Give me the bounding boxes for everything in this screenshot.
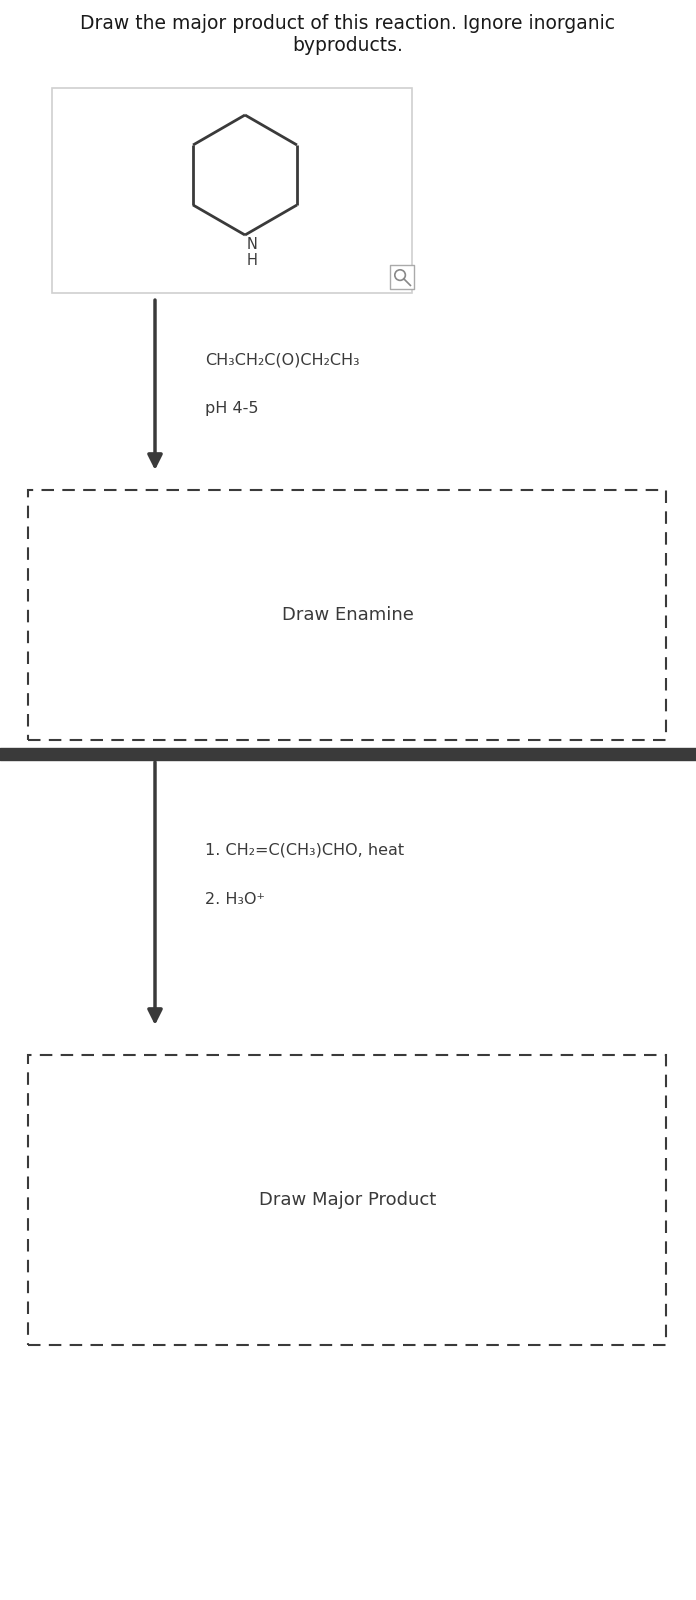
Text: H: H: [247, 253, 258, 267]
Text: N: N: [247, 237, 258, 251]
Text: CH₃CH₂C(O)CH₂CH₃: CH₃CH₂C(O)CH₂CH₃: [205, 352, 360, 368]
Text: 1. CH₂=C(CH₃)CHO, heat: 1. CH₂=C(CH₃)CHO, heat: [205, 843, 404, 858]
Text: Draw Major Product: Draw Major Product: [260, 1190, 436, 1210]
Bar: [28, 1054, 666, 1346]
Text: Draw Enamine: Draw Enamine: [282, 606, 414, 624]
Bar: [52, 88, 412, 293]
Text: byproducts.: byproducts.: [292, 35, 404, 54]
Text: Draw the major product of this reaction. Ignore inorganic: Draw the major product of this reaction.…: [81, 14, 615, 34]
Bar: [390, 266, 414, 290]
Text: pH 4-5: pH 4-5: [205, 400, 258, 416]
Text: 2. H₃O⁺: 2. H₃O⁺: [205, 893, 265, 907]
Bar: [28, 490, 666, 739]
